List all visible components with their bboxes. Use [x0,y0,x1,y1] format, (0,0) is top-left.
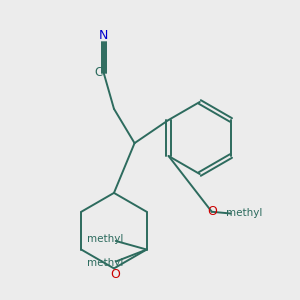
Text: C: C [94,66,103,79]
Text: N: N [99,29,108,42]
Text: methyl: methyl [226,208,262,218]
Text: methyl: methyl [87,234,123,244]
Text: O: O [111,268,121,281]
Text: methyl: methyl [87,258,123,268]
Text: O: O [207,205,217,218]
